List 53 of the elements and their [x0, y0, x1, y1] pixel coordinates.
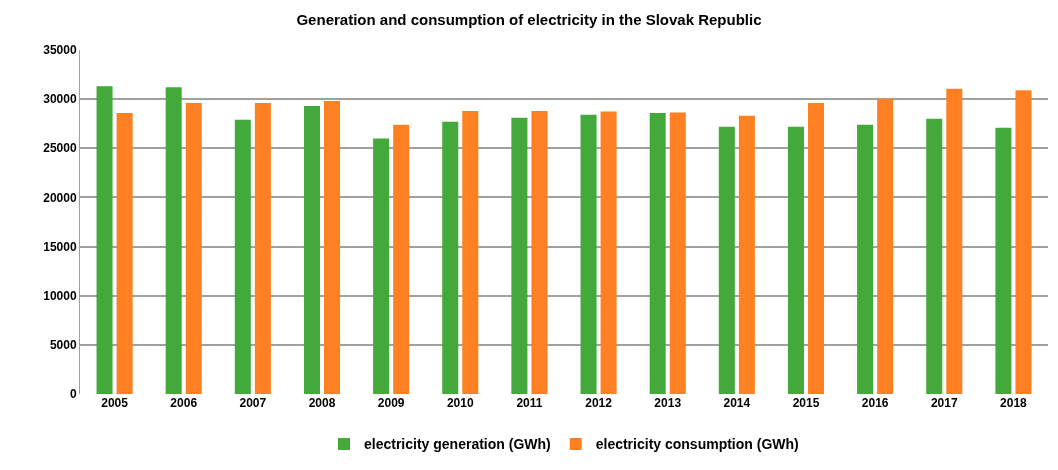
y-tick-label: 0: [69, 387, 77, 402]
y-tick-label: 15000: [43, 239, 77, 254]
x-tick-label: 2012: [585, 396, 613, 410]
bar: [324, 101, 341, 394]
y-tick-label: 5000: [49, 338, 77, 353]
bar: [511, 117, 528, 394]
x-tick-label: 2005: [101, 396, 129, 410]
y-tick-label: 25000: [43, 141, 77, 156]
bar: [393, 124, 410, 394]
x-tick-label: 2007: [239, 396, 267, 410]
x-tick-label: 2016: [861, 396, 889, 410]
legend-label: electricity consumption (GWh): [595, 436, 799, 453]
x-tick-label: 2017: [930, 396, 958, 410]
bar: [787, 126, 804, 394]
bar: [462, 110, 479, 394]
bar: [373, 138, 390, 394]
x-tick-label: 2011: [516, 396, 543, 410]
bar: [926, 118, 943, 394]
bar: [995, 127, 1012, 394]
bar: [600, 111, 617, 394]
bar: [303, 106, 320, 394]
bar: [234, 119, 251, 394]
bar: [669, 112, 686, 394]
x-tick-label: 2008: [308, 396, 336, 410]
x-tick-label: 2018: [1000, 396, 1028, 410]
legend-label: electricity generation (GWh): [364, 436, 551, 453]
bar: [857, 124, 874, 394]
bar: [808, 103, 825, 394]
x-tick-label: 2009: [377, 396, 405, 410]
x-tick-label: 2010: [446, 396, 474, 410]
bar: [442, 121, 459, 394]
bar: [96, 86, 113, 394]
chart-title: Generation and consumption of electricity in the Slovak Republic: [296, 10, 762, 28]
x-tick-label: 2006: [170, 396, 198, 410]
bar: [877, 98, 894, 394]
y-tick-label: 10000: [43, 288, 77, 303]
y-tick-label: 30000: [43, 92, 77, 107]
bar: [946, 88, 963, 394]
y-tick-label: 35000: [43, 43, 77, 58]
bar: [649, 112, 666, 394]
y-tick-label: 20000: [43, 190, 77, 205]
bar: [165, 87, 182, 394]
bar: [1015, 90, 1032, 394]
bar: [738, 115, 755, 394]
bar: [718, 126, 735, 394]
x-tick-label: 2013: [654, 396, 682, 410]
x-tick-label: 2014: [723, 396, 751, 410]
bar: [116, 112, 133, 394]
x-tick-label: 2015: [792, 396, 820, 410]
bar: [185, 103, 202, 394]
bar: [254, 103, 271, 394]
bar: [531, 110, 548, 394]
bar: [580, 114, 597, 394]
